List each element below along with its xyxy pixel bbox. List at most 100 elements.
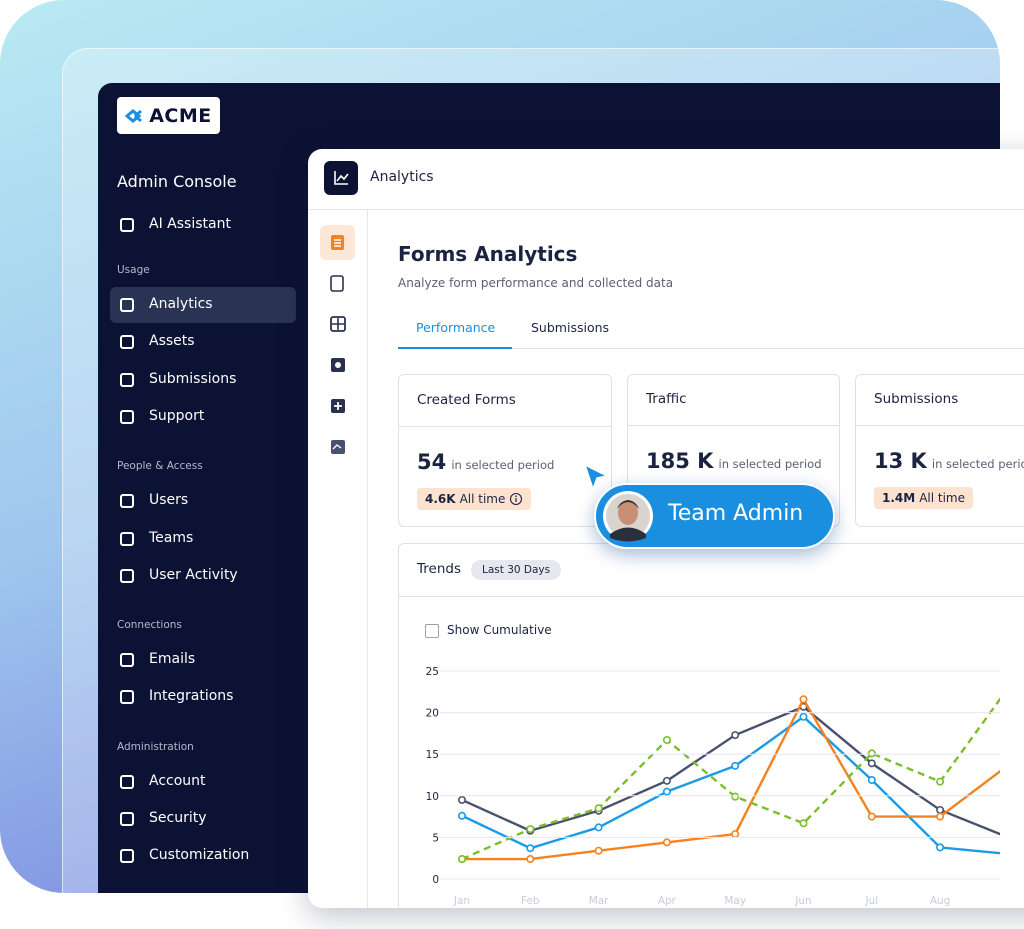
nav-icon bbox=[120, 690, 134, 705]
nav-icon bbox=[120, 849, 134, 864]
nav-item[interactable]: Teams bbox=[149, 529, 194, 546]
header-divider bbox=[308, 209, 1024, 210]
y-tick-label: 10 bbox=[426, 791, 439, 803]
logo[interactable]: ACME bbox=[117, 97, 220, 134]
info-icon[interactable] bbox=[509, 492, 523, 506]
nav-section-heading: Administration bbox=[117, 740, 194, 753]
header-icon bbox=[324, 161, 358, 195]
card-title: Traffic bbox=[646, 391, 687, 407]
y-tick-label: 20 bbox=[426, 708, 439, 720]
card-value-row: 54 in selected period bbox=[417, 450, 554, 474]
nav-item[interactable]: Assets bbox=[149, 333, 195, 350]
header-icon-glyph bbox=[334, 171, 349, 185]
nav-icon bbox=[120, 372, 134, 387]
nav-item[interactable]: Analytics bbox=[149, 296, 213, 312]
card-value: 13 K bbox=[874, 449, 927, 473]
nav-item[interactable]: Emails bbox=[149, 651, 196, 668]
data-point bbox=[1005, 762, 1011, 768]
nav-icon bbox=[120, 653, 134, 668]
user-badge-text: Team Admin bbox=[668, 501, 804, 526]
nav-item[interactable]: Customization bbox=[149, 847, 250, 864]
checkbox[interactable] bbox=[425, 624, 439, 638]
nav-section-heading: People & Access bbox=[117, 460, 203, 473]
card-period: in selected period bbox=[931, 457, 1024, 471]
card-divider bbox=[856, 425, 1024, 426]
x-tick-label: Jan bbox=[453, 895, 470, 907]
data-point bbox=[799, 695, 808, 704]
icon-rail[interactable] bbox=[320, 225, 356, 465]
nav-icon bbox=[120, 774, 134, 789]
card-value: 54 bbox=[417, 450, 447, 474]
plot-area: Jan Feb Mar Apr May Jun Jul Aug bbox=[453, 684, 1011, 907]
data-point bbox=[457, 855, 466, 864]
data-point bbox=[936, 777, 945, 786]
sidebar-title: Admin Console bbox=[117, 172, 237, 191]
data-point bbox=[662, 776, 671, 785]
y-tick-label: 25 bbox=[426, 666, 439, 678]
range-pill[interactable]: Last 30 Days bbox=[471, 560, 562, 580]
data-point bbox=[936, 805, 945, 814]
badge-label: All time bbox=[459, 492, 506, 506]
series-line bbox=[461, 697, 1000, 861]
data-point bbox=[1005, 834, 1011, 840]
nav-icon bbox=[120, 812, 134, 826]
header-title: Analytics bbox=[370, 169, 434, 185]
nav-section-heading: Usage bbox=[117, 264, 150, 276]
user-badge[interactable]: Team Admin bbox=[594, 483, 835, 549]
x-tick-label: Jul bbox=[864, 895, 878, 907]
trends-card: Trends Last 30 Days Show Cumulative bbox=[398, 543, 1024, 908]
data-point bbox=[1005, 851, 1011, 857]
x-tick-label: Aug bbox=[930, 895, 951, 907]
cursor bbox=[583, 463, 610, 492]
logo-text: ACME bbox=[149, 104, 212, 127]
badge-value: 4.6K bbox=[425, 492, 456, 506]
avatar bbox=[603, 491, 653, 542]
data-point bbox=[867, 812, 876, 821]
card-badge: 1.4M All time bbox=[874, 487, 974, 509]
tabs-divider bbox=[398, 348, 1024, 349]
nav-item[interactable]: User Activity bbox=[149, 566, 238, 583]
y-tick-label: 5 bbox=[432, 832, 439, 844]
data-point bbox=[731, 761, 740, 770]
nav-item[interactable]: Account bbox=[149, 772, 206, 789]
tab[interactable]: Submissions bbox=[531, 320, 610, 335]
nav-icon bbox=[120, 531, 134, 546]
data-point bbox=[936, 843, 945, 852]
data-point bbox=[526, 825, 535, 834]
card-period: in selected period bbox=[451, 458, 555, 472]
data-point bbox=[662, 838, 671, 847]
nav-item[interactable]: AI Assistant bbox=[149, 216, 231, 232]
y-tick-label: 0 bbox=[432, 874, 439, 886]
x-tick-label: Mar bbox=[589, 895, 609, 907]
stat-card: Created Forms 54 in selected period 4.6K… bbox=[398, 374, 612, 527]
card-badge: 4.6K All time bbox=[417, 488, 532, 510]
nav-item[interactable]: Submissions bbox=[149, 370, 237, 387]
stat-card: Submissions 13 K in selected period 1.4M… bbox=[855, 374, 1024, 527]
nav-item[interactable]: Security bbox=[149, 810, 207, 826]
nav-icon bbox=[120, 409, 134, 424]
nav-section-heading: Connections bbox=[117, 619, 182, 632]
x-tick-label: May bbox=[724, 895, 746, 907]
nav-item[interactable]: Support bbox=[149, 407, 205, 424]
data-point bbox=[1005, 684, 1011, 690]
data-point bbox=[731, 792, 740, 801]
card-title: Created Forms bbox=[417, 392, 516, 408]
data-point bbox=[799, 712, 808, 721]
nav-icon bbox=[120, 298, 134, 312]
data-point bbox=[867, 749, 876, 758]
card-divider bbox=[628, 425, 839, 426]
nav-item[interactable]: Integrations bbox=[149, 688, 234, 705]
nav-item[interactable]: Users bbox=[149, 492, 189, 509]
card-title: Submissions bbox=[874, 391, 959, 407]
data-point bbox=[936, 812, 945, 821]
data-point bbox=[457, 795, 466, 804]
page-subtitle: Analyze form performance and collected d… bbox=[398, 276, 674, 290]
checkbox-label[interactable]: Show Cumulative bbox=[447, 623, 552, 637]
data-point bbox=[594, 823, 603, 832]
x-tick-label: Jun bbox=[794, 895, 811, 907]
trends-divider bbox=[399, 596, 1024, 597]
tab-active[interactable]: Performance bbox=[416, 320, 496, 335]
data-point bbox=[457, 811, 466, 820]
